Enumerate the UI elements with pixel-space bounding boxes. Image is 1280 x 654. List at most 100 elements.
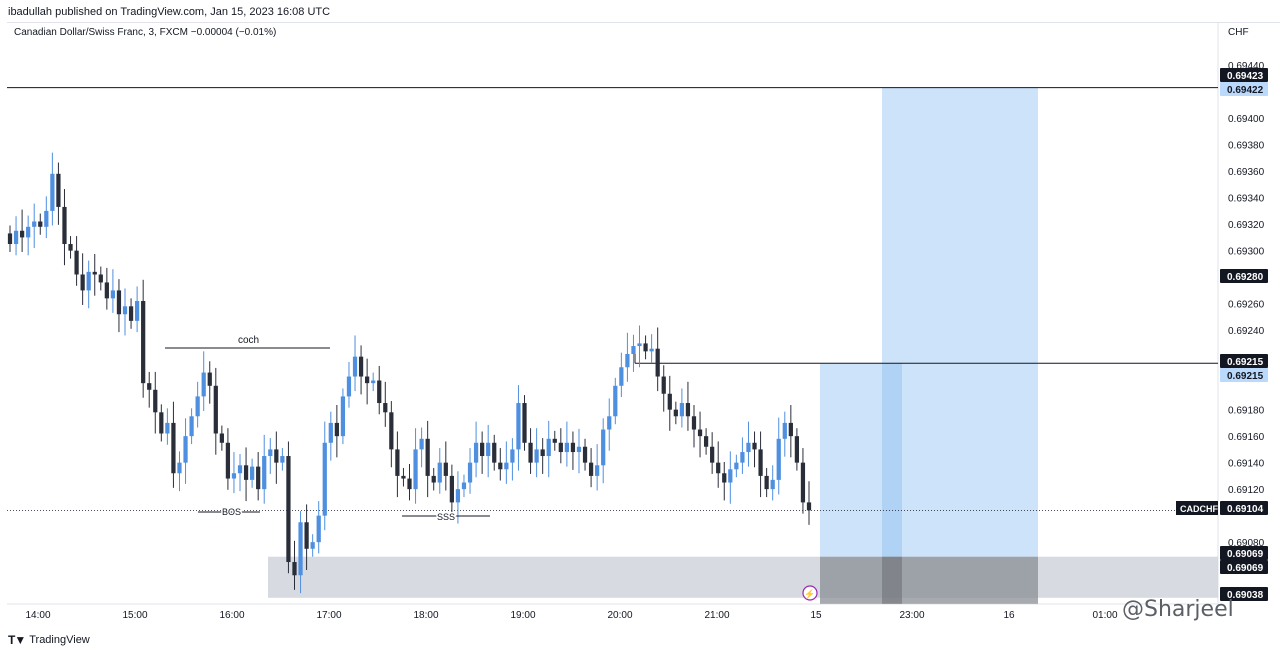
candle-body[interactable] bbox=[758, 449, 763, 476]
candle-body[interactable] bbox=[510, 449, 515, 463]
candle-body[interactable] bbox=[740, 452, 745, 463]
candle-body[interactable] bbox=[110, 290, 116, 299]
candle-body[interactable] bbox=[147, 383, 152, 390]
candle-body[interactable] bbox=[691, 416, 697, 430]
candle-body[interactable] bbox=[159, 412, 164, 434]
candle-body[interactable] bbox=[292, 562, 297, 576]
candle-body[interactable] bbox=[728, 469, 733, 483]
candle-body[interactable] bbox=[806, 502, 812, 511]
candle-body[interactable] bbox=[237, 465, 243, 474]
candle-body[interactable] bbox=[673, 409, 678, 417]
candle-body[interactable] bbox=[134, 301, 140, 321]
candle-body[interactable] bbox=[480, 442, 485, 457]
candle-body[interactable] bbox=[262, 456, 267, 490]
candle-body[interactable] bbox=[250, 466, 255, 480]
candle-body[interactable] bbox=[268, 449, 273, 457]
candle-body[interactable] bbox=[407, 478, 412, 490]
symbol-tag-box[interactable] bbox=[1176, 501, 1218, 515]
candle-body[interactable] bbox=[564, 442, 569, 453]
candle-body[interactable] bbox=[86, 271, 91, 291]
price-label-box[interactable] bbox=[1220, 560, 1268, 574]
candle-body[interactable] bbox=[770, 479, 775, 490]
candle-body[interactable] bbox=[716, 462, 721, 474]
candle-body[interactable] bbox=[310, 542, 315, 549]
candle-body[interactable] bbox=[703, 436, 709, 447]
candle-body[interactable] bbox=[401, 475, 406, 479]
candle-body[interactable] bbox=[473, 442, 479, 463]
candle-body[interactable] bbox=[286, 456, 291, 563]
candle-body[interactable] bbox=[195, 396, 200, 417]
candle-body[interactable] bbox=[685, 403, 691, 417]
candle-body[interactable] bbox=[298, 522, 303, 576]
candle-body[interactable] bbox=[104, 282, 109, 299]
candle-body[interactable] bbox=[340, 396, 346, 437]
candle-body[interactable] bbox=[637, 343, 642, 347]
price-label-box[interactable] bbox=[1220, 587, 1268, 601]
candle-body[interactable] bbox=[365, 376, 370, 384]
candle-body[interactable] bbox=[141, 301, 146, 384]
candle-body[interactable] bbox=[68, 244, 73, 251]
candle-body[interactable] bbox=[38, 221, 43, 227]
candle-body[interactable] bbox=[19, 230, 25, 238]
candle-body[interactable] bbox=[207, 372, 212, 386]
candle-body[interactable] bbox=[256, 466, 261, 490]
symbol-legend[interactable]: Canadian Dollar/Swiss Franc, 3, FXCM −0.… bbox=[14, 27, 277, 38]
candle-body[interactable] bbox=[395, 449, 400, 476]
candle-body[interactable] bbox=[540, 449, 545, 457]
candle-body[interactable] bbox=[467, 462, 473, 483]
candle-body[interactable] bbox=[504, 462, 509, 470]
candle-body[interactable] bbox=[697, 429, 703, 437]
candle-body[interactable] bbox=[153, 389, 158, 413]
candle-body[interactable] bbox=[498, 462, 503, 470]
candle-body[interactable] bbox=[455, 489, 461, 503]
candle-body[interactable] bbox=[601, 429, 606, 466]
candle-body[interactable] bbox=[492, 442, 497, 463]
candle-body[interactable] bbox=[776, 438, 781, 480]
candle-body[interactable] bbox=[371, 380, 376, 384]
candle-body[interactable] bbox=[788, 422, 793, 437]
price-label-box[interactable] bbox=[1220, 354, 1268, 368]
target-zone-upper[interactable] bbox=[882, 87, 1038, 364]
candle-body[interactable] bbox=[782, 422, 787, 439]
tradingview-logo[interactable]: T▼ TradingView bbox=[8, 633, 90, 647]
candle-body[interactable] bbox=[655, 348, 660, 377]
candle-body[interactable] bbox=[322, 442, 327, 516]
candle-body[interactable] bbox=[358, 356, 364, 377]
candle-body[interactable] bbox=[552, 438, 557, 443]
candle-body[interactable] bbox=[461, 482, 467, 490]
candle-body[interactable] bbox=[50, 173, 55, 211]
chart-pane[interactable] bbox=[7, 22, 1280, 605]
candle-body[interactable] bbox=[516, 403, 521, 450]
candle-body[interactable] bbox=[7, 233, 13, 245]
candle-body[interactable] bbox=[334, 422, 339, 437]
candle-body[interactable] bbox=[13, 230, 19, 245]
candle-body[interactable] bbox=[619, 367, 624, 386]
candle-body[interactable] bbox=[449, 475, 454, 503]
candle-body[interactable] bbox=[128, 306, 134, 321]
candle-body[interactable] bbox=[425, 438, 430, 476]
currency-label[interactable]: CHF bbox=[1228, 27, 1249, 38]
candle-body[interactable] bbox=[201, 372, 206, 397]
candle-body[interactable] bbox=[661, 376, 666, 394]
candle-body[interactable] bbox=[722, 473, 727, 483]
candle-body[interactable] bbox=[800, 462, 806, 503]
target-zone-lower[interactable] bbox=[820, 363, 1038, 557]
candle-body[interactable] bbox=[631, 346, 636, 354]
candle-body[interactable] bbox=[546, 438, 551, 457]
candle-body[interactable] bbox=[213, 385, 218, 434]
candle-body[interactable] bbox=[679, 403, 685, 417]
candle-body[interactable] bbox=[443, 462, 448, 476]
price-label-box[interactable] bbox=[1220, 368, 1268, 382]
candle-body[interactable] bbox=[710, 446, 715, 463]
candle-body[interactable] bbox=[437, 462, 442, 483]
event-lightning-icon[interactable] bbox=[802, 585, 818, 601]
candle-body[interactable] bbox=[32, 221, 37, 227]
candle-body[interactable] bbox=[419, 438, 424, 450]
candle-body[interactable] bbox=[528, 442, 533, 463]
candle-body[interactable] bbox=[346, 376, 352, 397]
candle-body[interactable] bbox=[649, 348, 654, 352]
candle-body[interactable] bbox=[595, 465, 600, 476]
candle-body[interactable] bbox=[183, 436, 188, 463]
candle-body[interactable] bbox=[171, 422, 176, 474]
